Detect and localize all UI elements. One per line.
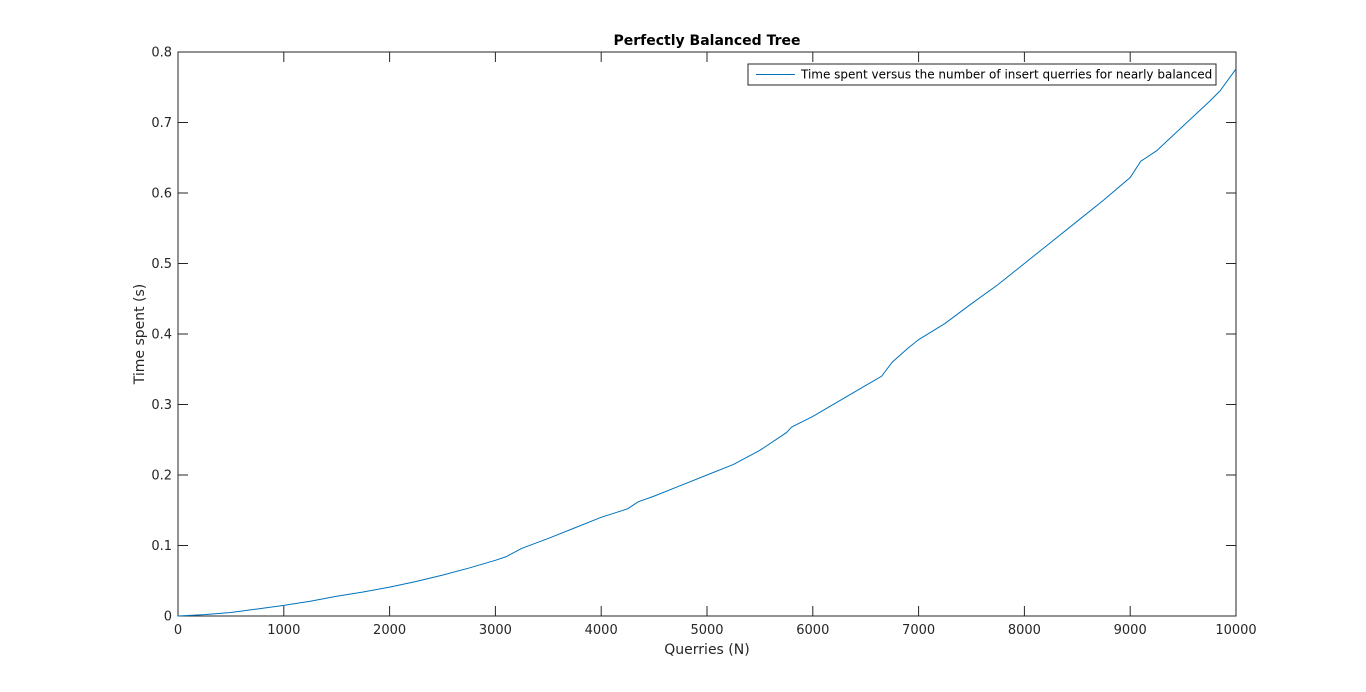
x-tick-label: 4000	[585, 623, 618, 638]
y-tick-label: 0.4	[151, 328, 172, 343]
y-tick-label: 0	[164, 610, 172, 625]
x-axis: 0 1000 2000 3000 4000 5000 6000 7000 8000 9000 100…	[174, 52, 1257, 638]
x-tick-label: 5000	[690, 623, 723, 638]
series-line	[177, 68, 1237, 617]
y-tick-label: 0.1	[151, 539, 172, 554]
y-tick-label: 0.3	[151, 398, 172, 413]
y-tick-label: 0.2	[151, 469, 172, 484]
x-tick-label: 1000	[267, 623, 300, 638]
legend-box	[747, 63, 1217, 86]
y-tick-label: 0.7	[151, 116, 172, 131]
x-tick-label: 3000	[479, 623, 512, 638]
y-tick-label: 0.8	[151, 46, 172, 61]
plot-area	[177, 51, 1237, 617]
y-tick-label: 0.6	[151, 187, 172, 202]
y-axis: 0 0.1 0.2 0.3 0.4 0.5 0.6 0.7 0.8	[151, 46, 1236, 625]
x-tick-label: 7000	[902, 623, 935, 638]
x-tick-label: 2000	[373, 623, 406, 638]
x-tick-label: 0	[174, 623, 182, 638]
y-axis-label: Time spent (s)	[132, 284, 148, 386]
y-tick-label: 0.5	[151, 257, 172, 272]
x-tick-label: 10000	[1215, 623, 1256, 638]
x-tick-label: 6000	[796, 623, 829, 638]
x-tick-label: 8000	[1008, 623, 1041, 638]
x-tick-label: 9000	[1114, 623, 1147, 638]
legend: Time spent versus the number of insert q…	[747, 63, 1217, 86]
chart-title: Perfectly Balanced Tree	[614, 33, 801, 49]
x-axis-label: Querries (N)	[664, 642, 749, 658]
legend-label: Time spent versus the number of insert q…	[800, 68, 1212, 82]
